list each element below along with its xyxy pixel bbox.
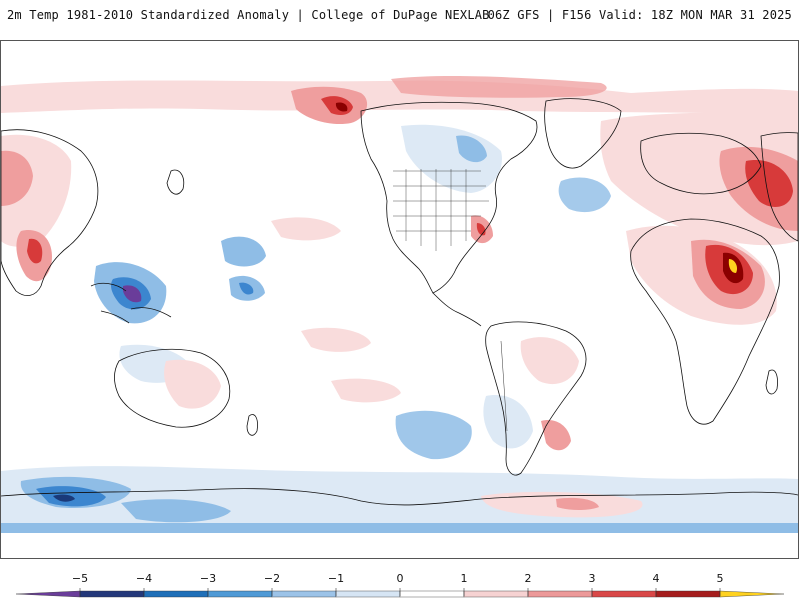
colorbar-label: 0 (397, 572, 404, 585)
pacific-cool-1 (221, 236, 266, 267)
colorbar-label: −2 (264, 572, 280, 585)
south-pacific-warm (331, 378, 401, 403)
central-america-coast (432, 292, 482, 327)
north-atlantic-cool (558, 177, 611, 213)
canada-cool (401, 124, 502, 193)
indonesia-coast (90, 282, 172, 324)
canada-cool-mid (456, 135, 487, 163)
patagonia-warm (541, 420, 571, 451)
colorbar-labels: −5 −4 −3 −2 −1 0 1 2 3 4 5 (72, 572, 724, 585)
asia-coast (1, 129, 99, 296)
colorbar-swatch (79, 590, 145, 598)
map-title: 2m Temp 1981-2010 Standardized Anomaly |… (7, 8, 490, 22)
anomaly-map (0, 40, 799, 559)
asia-east-coast (760, 132, 798, 242)
colorbar-label: −5 (72, 572, 88, 585)
india-warm-core (27, 238, 43, 264)
antarctic-cool-mid-2 (121, 499, 231, 523)
maritime-purple (123, 285, 142, 303)
colorbar-swatch (527, 590, 593, 598)
south-america-warm (520, 337, 579, 385)
colorbar-label: −1 (328, 572, 344, 585)
asia-west-warm-mid (1, 150, 33, 206)
us-state-lines (393, 169, 489, 251)
anomaly-shading (1, 76, 798, 533)
pacific-warm-2 (301, 327, 371, 352)
antarctic-cool-extreme (53, 494, 75, 502)
pacific-cool-core (239, 282, 254, 295)
europe-coast (640, 132, 762, 195)
south-atlantic-cool (395, 410, 472, 460)
colorbar-swatch (463, 590, 529, 598)
colorbar-swatch (655, 590, 721, 598)
andes-line (500, 340, 508, 432)
madagascar-coast (765, 369, 778, 395)
greenland-warm (391, 76, 607, 98)
colorbar-label: −4 (136, 572, 152, 585)
colorbar-label: 5 (717, 572, 724, 585)
greenland-coast (544, 98, 622, 169)
new-zealand-coast (246, 414, 258, 436)
africa-warm-yellow (728, 259, 738, 273)
colorbar-svg: −5 −4 −3 −2 −1 0 1 2 3 4 5 (15, 572, 785, 598)
arctic-warm-peak (335, 102, 348, 112)
colorbar: −5 −4 −3 −2 −1 0 1 2 3 4 5 (0, 566, 800, 600)
australia-warm (164, 359, 221, 409)
colorbar-label: 2 (525, 572, 532, 585)
colorbar-swatch (591, 590, 657, 598)
antarctic-warm-mid (556, 497, 599, 510)
japan-coast (166, 169, 185, 195)
colorbar-swatch (335, 590, 401, 598)
colorbar-swatch (143, 590, 209, 598)
south-america-cool (483, 395, 533, 449)
australia-coast (114, 348, 231, 428)
colorbar-label: 4 (653, 572, 660, 585)
south-america-coast (485, 321, 587, 476)
colorbar-swatch (399, 590, 465, 598)
colorbar-swatch (719, 590, 785, 598)
colorbar-swatch (207, 590, 273, 598)
bottom-cool-strip (1, 523, 798, 533)
colorbar-swatch (15, 590, 81, 598)
colorbar-label: 3 (589, 572, 596, 585)
colorbar-label: −3 (200, 572, 216, 585)
africa-coast (630, 218, 780, 425)
map-canvas (1, 76, 798, 533)
map-header: 2m Temp 1981-2010 Standardized Anomaly |… (0, 0, 800, 30)
coastlines (1, 98, 798, 506)
colorbar-ticks (79, 588, 721, 596)
model-run-info: 06Z GFS | F156 Valid: 18Z MON MAR 31 202… (487, 8, 792, 22)
north-america-coast (360, 101, 538, 294)
colorbar-label: 1 (461, 572, 468, 585)
colorbar-swatch (271, 590, 337, 598)
arctic-warm-band (1, 80, 798, 116)
pacific-warm-1 (271, 217, 341, 241)
antarctica-coast (1, 488, 798, 506)
